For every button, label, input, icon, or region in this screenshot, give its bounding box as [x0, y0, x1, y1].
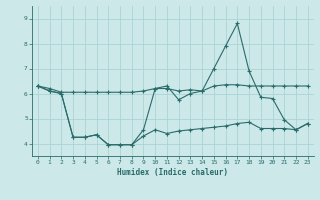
X-axis label: Humidex (Indice chaleur): Humidex (Indice chaleur) — [117, 168, 228, 177]
